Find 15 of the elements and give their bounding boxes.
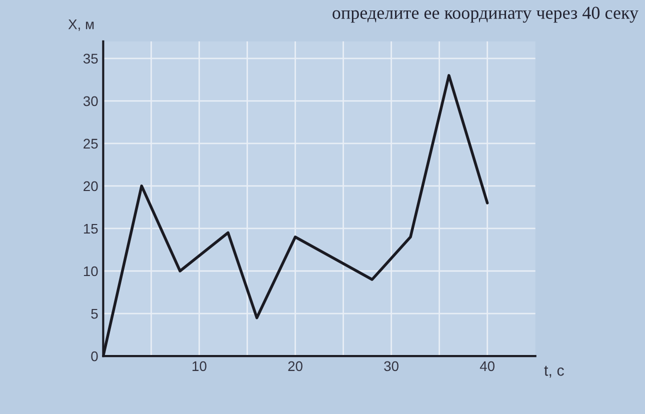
y-tick-label: 10 xyxy=(84,266,98,276)
y-tick-label: 35 xyxy=(83,54,98,64)
y-tick-label: 20 xyxy=(84,181,98,192)
x-tick-label: 10 xyxy=(192,361,206,372)
x-tick-label: 40 xyxy=(480,361,495,372)
y-tick-label: 0 xyxy=(91,351,98,362)
x-tick-label: 20 xyxy=(288,361,302,372)
x-tick-label: 30 xyxy=(384,361,398,372)
y-axis-title: X, м xyxy=(68,20,94,31)
chart-title: определите ее координату через 40 секу xyxy=(332,6,638,23)
y-tick-label: 25 xyxy=(84,138,98,149)
y-tick-label: 30 xyxy=(83,96,98,106)
y-tick-label: 5 xyxy=(91,309,98,319)
x-axis-title: t, c xyxy=(544,366,564,378)
y-tick-label: 15 xyxy=(84,224,98,234)
